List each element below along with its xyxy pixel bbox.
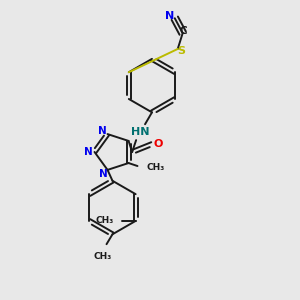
Text: N: N	[98, 126, 107, 136]
Text: O: O	[153, 139, 163, 149]
Text: N: N	[165, 11, 174, 21]
Text: C: C	[180, 26, 188, 36]
Text: N: N	[99, 169, 108, 179]
Text: CH₃: CH₃	[93, 252, 112, 261]
Text: S: S	[178, 46, 186, 56]
Text: CH₃: CH₃	[96, 216, 114, 225]
Text: N: N	[84, 147, 93, 157]
Text: CH₃: CH₃	[146, 164, 165, 172]
Text: HN: HN	[131, 127, 149, 137]
